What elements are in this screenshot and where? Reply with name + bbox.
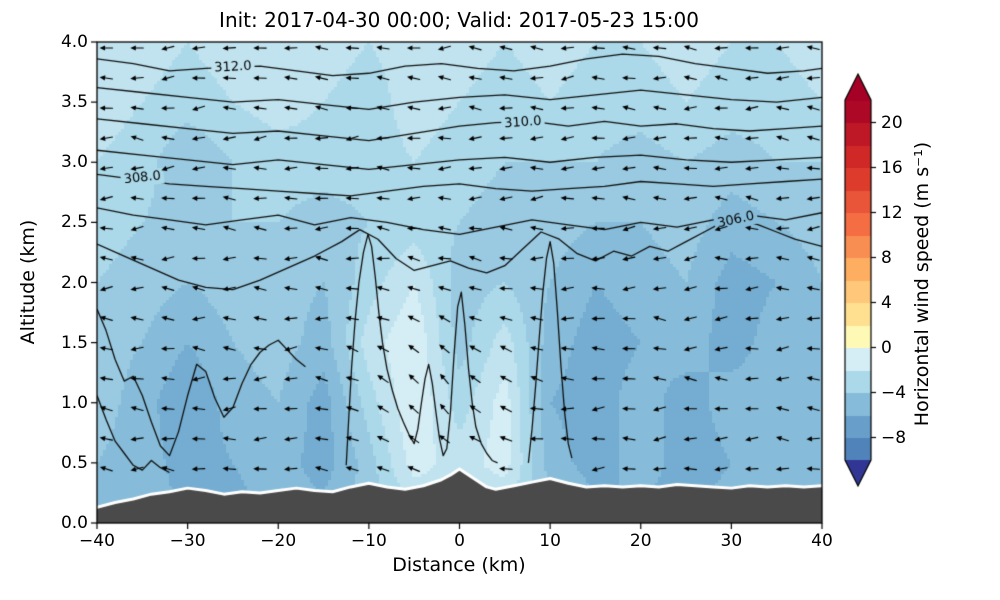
colorbar-tick-label: −4 xyxy=(881,382,907,403)
y-tick-label: 2.5 xyxy=(60,212,88,233)
x-axis-label: Distance (km) xyxy=(392,554,526,576)
y-tick-label: 0.0 xyxy=(60,513,88,533)
colorbar-tick-label: 8 xyxy=(881,247,892,268)
y-tick-label: 2.0 xyxy=(60,272,88,293)
x-tick-label: −30 xyxy=(169,531,206,551)
y-axis-label: Altitude (km) xyxy=(17,219,39,345)
x-tick-label: 30 xyxy=(720,531,743,551)
x-tick-label: −20 xyxy=(260,531,297,551)
x-tick-label: −10 xyxy=(350,531,387,551)
plot-title: Init: 2017-04-30 00:00; Valid: 2017-05-2… xyxy=(219,8,699,32)
y-tick-label: 3.0 xyxy=(60,152,88,173)
colorbar-tick-label: 20 xyxy=(881,112,903,133)
x-tick-label: 0 xyxy=(454,531,465,551)
x-tick-label: −40 xyxy=(79,531,115,551)
colorbar-tick-label: 16 xyxy=(881,157,903,178)
x-tick-label: 20 xyxy=(629,531,652,551)
y-tick-label: 3.5 xyxy=(60,92,88,113)
colorbar-tick-label: −8 xyxy=(881,427,907,448)
colorbar-tick-label: 12 xyxy=(881,202,903,223)
x-tick-label: 40 xyxy=(811,531,833,551)
colorbar-tick-label: 0 xyxy=(881,337,892,358)
y-tick-label: 1.5 xyxy=(60,332,88,353)
y-tick-label: 0.5 xyxy=(60,452,88,473)
y-tick-label: 1.0 xyxy=(60,392,88,413)
x-tick-label: 10 xyxy=(539,531,561,551)
y-tick-label: 4.0 xyxy=(60,32,88,52)
colorbar-label: Horizontal wind speed (m s⁻¹) xyxy=(911,141,933,427)
colorbar-tick-label: 4 xyxy=(881,292,892,313)
